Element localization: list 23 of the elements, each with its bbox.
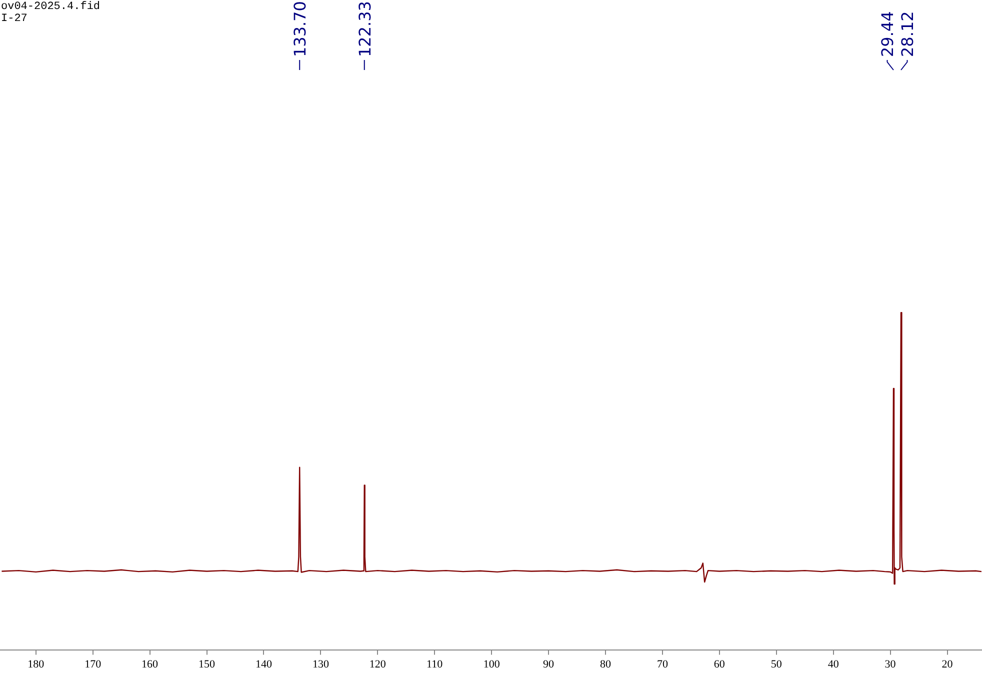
x-tick-label: 40 bbox=[828, 658, 840, 670]
x-tick-label: 70 bbox=[656, 658, 668, 670]
annotation: 28.12 bbox=[898, 11, 918, 57]
x-tick-label: 30 bbox=[884, 658, 896, 670]
annotation: 29.44 bbox=[878, 11, 898, 57]
x-tick-label: 20 bbox=[942, 658, 954, 670]
text: I-27 bbox=[1, 13, 28, 25]
x-tick-label: 90 bbox=[543, 658, 555, 670]
x-tick-label: 140 bbox=[255, 658, 272, 670]
x-tick-label: 180 bbox=[28, 658, 45, 670]
x-tick-label: 150 bbox=[198, 658, 216, 670]
x-tick-label: 50 bbox=[770, 658, 782, 670]
x-tick-label: 80 bbox=[600, 658, 612, 670]
x-tick-label: 100 bbox=[483, 658, 500, 670]
x-tick-label: 60 bbox=[714, 658, 726, 670]
x-tick-label: 120 bbox=[369, 658, 386, 670]
x-tick-label: 130 bbox=[312, 658, 330, 670]
x-tick-label: 170 bbox=[84, 658, 102, 670]
text: ov04-2025.4.fid bbox=[1, 1, 100, 13]
x-tick-label: 160 bbox=[142, 658, 159, 670]
annotation: 133.70 bbox=[290, 1, 310, 57]
annotation: 122.33 bbox=[355, 1, 374, 57]
x-tick-label: 110 bbox=[426, 658, 444, 670]
